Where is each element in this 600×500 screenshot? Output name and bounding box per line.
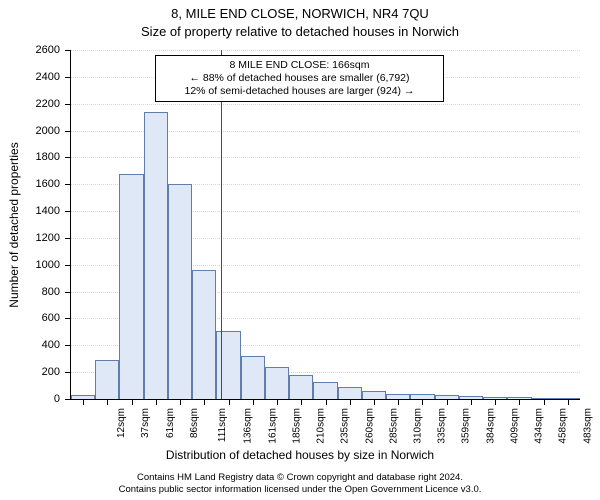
x-tick (447, 399, 448, 405)
annotation-box: 8 MILE END CLOSE: 166sqm ← 88% of detach… (155, 55, 444, 102)
x-tick (326, 399, 327, 405)
x-tick (495, 399, 496, 405)
footer-line1: Contains HM Land Registry data © Crown c… (0, 472, 600, 484)
y-tick-label: 0 (20, 393, 60, 405)
x-tick (422, 399, 423, 405)
y-tick-label: 1000 (20, 259, 60, 271)
y-tick (65, 292, 71, 293)
x-tick-label: 210sqm (316, 408, 327, 444)
x-tick (180, 399, 181, 405)
histogram-bar (119, 174, 143, 400)
y-tick-label: 1400 (20, 205, 60, 217)
histogram-bar (265, 367, 289, 399)
x-tick (83, 399, 84, 405)
footer-line2: Contains public sector information licen… (0, 484, 600, 496)
x-tick-label: 409sqm (510, 408, 521, 444)
x-tick (204, 399, 205, 405)
x-tick (519, 399, 520, 405)
y-tick-label: 800 (20, 286, 60, 298)
x-axis-label: Distribution of detached houses by size … (0, 448, 600, 462)
x-tick (107, 399, 108, 405)
x-tick-label: 384sqm (485, 408, 496, 444)
histogram-bar (144, 112, 168, 399)
y-tick-label: 2200 (20, 98, 60, 110)
gridline (71, 104, 580, 105)
x-tick (544, 399, 545, 405)
y-tick-label: 400 (20, 339, 60, 351)
footer: Contains HM Land Registry data © Crown c… (0, 472, 600, 496)
y-tick (65, 265, 71, 266)
y-tick-label: 200 (20, 366, 60, 378)
y-tick-label: 2600 (20, 44, 60, 56)
x-tick-label: 359sqm (461, 408, 472, 444)
y-tick (65, 399, 71, 400)
x-tick-label: 37sqm (140, 408, 151, 438)
x-tick-label: 136sqm (243, 408, 254, 444)
y-tick-label: 1800 (20, 151, 60, 163)
histogram-bar (95, 360, 119, 399)
x-tick-label: 61sqm (165, 408, 176, 438)
y-axis-label: Number of detached properties (7, 142, 21, 307)
gridline (71, 50, 580, 51)
x-tick-label: 185sqm (291, 408, 302, 444)
histogram-bar (241, 356, 265, 399)
chart-plot-area: 8 MILE END CLOSE: 166sqm ← 88% of detach… (70, 50, 580, 400)
x-tick-label: 310sqm (413, 408, 424, 444)
y-tick (65, 104, 71, 105)
y-tick (65, 50, 71, 51)
y-tick-label: 2400 (20, 71, 60, 83)
annotation-line2: ← 88% of detached houses are smaller (6,… (162, 72, 437, 85)
x-tick (301, 399, 302, 405)
histogram-bar (192, 270, 216, 399)
page-title-line2: Size of property relative to detached ho… (0, 24, 600, 39)
histogram-bar (216, 331, 240, 399)
y-tick (65, 372, 71, 373)
histogram-bar (168, 184, 192, 399)
y-tick (65, 77, 71, 78)
annotation-line1: 8 MILE END CLOSE: 166sqm (162, 59, 437, 72)
x-tick (253, 399, 254, 405)
x-tick (374, 399, 375, 405)
histogram-bar (313, 382, 337, 399)
x-tick (156, 399, 157, 405)
annotation-line3: 12% of semi-detached houses are larger (… (162, 85, 437, 98)
x-tick-label: 285sqm (388, 408, 399, 444)
x-tick-label: 111sqm (217, 408, 228, 442)
y-tick (65, 131, 71, 132)
x-tick-label: 235sqm (340, 408, 351, 444)
x-tick (398, 399, 399, 405)
x-tick-label: 12sqm (116, 408, 127, 438)
y-tick-label: 1200 (20, 232, 60, 244)
x-tick (471, 399, 472, 405)
y-tick (65, 345, 71, 346)
x-tick-label: 260sqm (364, 408, 375, 444)
y-tick (65, 184, 71, 185)
y-tick-label: 1600 (20, 178, 60, 190)
x-tick-label: 483sqm (582, 408, 593, 444)
x-tick-label: 86sqm (189, 408, 200, 438)
histogram-bar (362, 391, 386, 399)
x-tick (229, 399, 230, 405)
histogram-bar (289, 375, 313, 399)
histogram-bar (338, 387, 362, 399)
x-tick (277, 399, 278, 405)
x-tick (568, 399, 569, 405)
x-tick (132, 399, 133, 405)
y-tick (65, 211, 71, 212)
y-tick (65, 157, 71, 158)
y-tick-label: 600 (20, 312, 60, 324)
x-tick-label: 161sqm (267, 408, 278, 444)
page-title-line1: 8, MILE END CLOSE, NORWICH, NR4 7QU (0, 6, 600, 21)
x-tick-label: 434sqm (534, 408, 545, 444)
y-tick-label: 2000 (20, 125, 60, 137)
y-tick (65, 318, 71, 319)
x-tick (350, 399, 351, 405)
x-tick-label: 458sqm (558, 408, 569, 444)
x-tick-label: 335sqm (437, 408, 448, 444)
y-tick (65, 238, 71, 239)
page-root: 8, MILE END CLOSE, NORWICH, NR4 7QU Size… (0, 0, 600, 500)
